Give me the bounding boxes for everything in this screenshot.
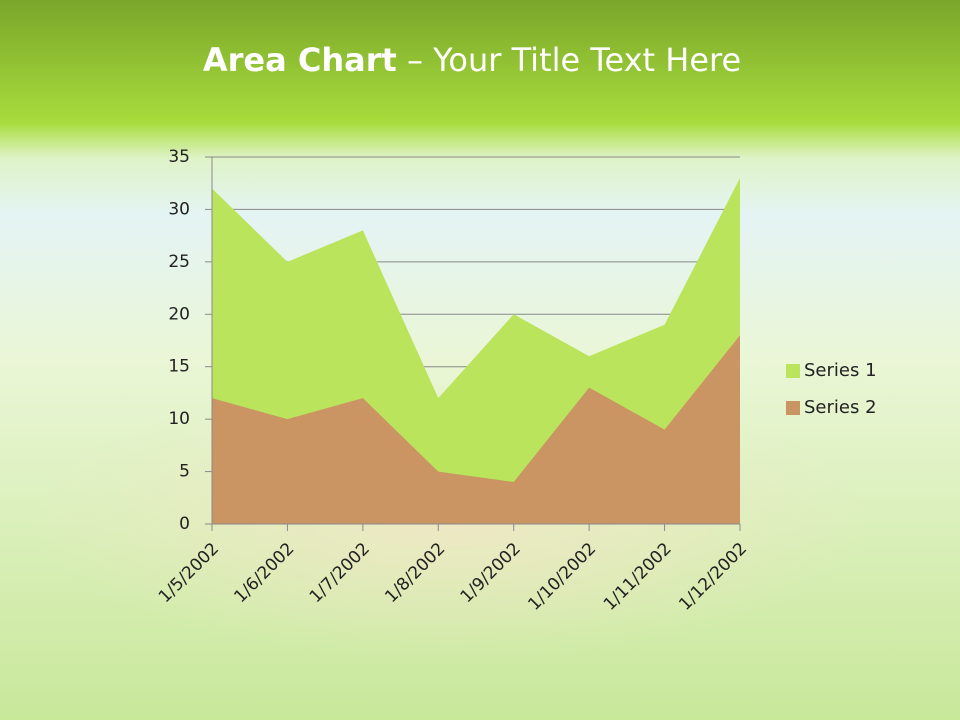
y-tick-label: 25 xyxy=(168,252,190,272)
title-bold: Area Chart xyxy=(203,41,397,79)
area xyxy=(212,335,740,524)
legend-swatch xyxy=(786,401,800,415)
y-tick-label: 0 xyxy=(179,514,190,534)
y-tick-label: 5 xyxy=(179,462,190,482)
title-rest: – Your Title Text Here xyxy=(407,41,741,79)
y-tick-label: 15 xyxy=(168,357,190,377)
y-tick-label: 30 xyxy=(168,199,190,219)
chart-title: Area Chart – Your Title Text Here xyxy=(203,41,741,79)
legend-swatch xyxy=(786,364,800,378)
y-tick-label: 10 xyxy=(168,409,190,429)
legend-label: Series 2 xyxy=(804,397,877,418)
y-tick-label: 35 xyxy=(168,147,190,167)
y-tick-label: 20 xyxy=(168,304,190,324)
legend-label: Series 1 xyxy=(804,360,877,381)
